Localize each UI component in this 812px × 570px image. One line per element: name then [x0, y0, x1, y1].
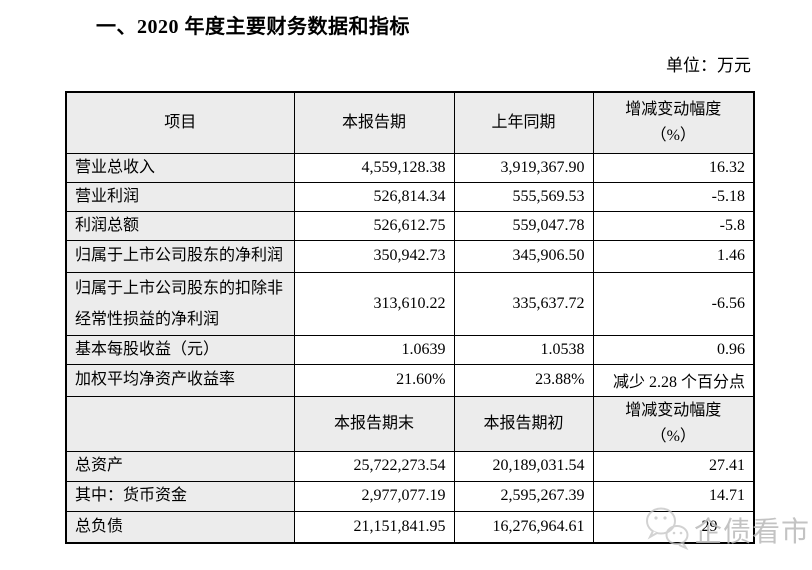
current-value: 4,559,128.38 — [293, 152, 455, 183]
col-header-change: 增减变动幅度 （%） — [592, 395, 755, 452]
col-header-change: 增减变动幅度 （%） — [592, 91, 755, 154]
change-value: 0.96 — [592, 334, 755, 365]
change-value: -5.18 — [592, 181, 755, 212]
prior-value: 559,047.78 — [453, 210, 594, 241]
prior-value: 555,569.53 — [453, 181, 594, 212]
table-row: 总负债 21,151,841.95 16,276,964.61 29 — [65, 510, 755, 544]
table-row: 加权平均净资产收益率 21.60% 23.88% 减少 2.28 个百分点 — [65, 363, 755, 397]
prior-value: 335,637.72 — [453, 271, 594, 336]
current-value: 526,814.34 — [293, 181, 455, 212]
col-header-current-period: 本报告期 — [293, 91, 455, 154]
row-label: 营业利润 — [65, 181, 295, 212]
prior-value: 1.0538 — [453, 334, 594, 365]
table-row: 营业总收入 4,559,128.38 3,919,367.90 16.32 — [65, 152, 755, 183]
table-header-row-balance: 本报告期末 本报告期初 增减变动幅度 （%） — [65, 395, 755, 452]
row-label: 基本每股收益（元） — [65, 334, 295, 365]
prior-value: 345,906.50 — [453, 239, 594, 273]
prior-value: 23.88% — [453, 363, 594, 397]
current-value: 313,610.22 — [293, 271, 455, 336]
change-value: 减少 2.28 个百分点 — [592, 363, 755, 397]
current-value: 21,151,841.95 — [293, 510, 455, 544]
prior-value: 3,919,367.90 — [453, 152, 594, 183]
col-header-change-line2: （%） — [650, 427, 696, 445]
change-value: 14.71 — [592, 480, 755, 512]
row-label: 加权平均净资产收益率 — [65, 363, 295, 397]
table-row: 利润总额 526,612.75 559,047.78 -5.8 — [65, 210, 755, 241]
row-label: 营业总收入 — [65, 152, 295, 183]
current-value: 2,977,077.19 — [293, 480, 455, 512]
row-label: 利润总额 — [65, 210, 295, 241]
table-header-row-period: 项目 本报告期 上年同期 增减变动幅度 （%） — [65, 91, 755, 154]
row-label: 归属于上市公司股东的净利润 — [65, 239, 295, 273]
change-value: 16.32 — [592, 152, 755, 183]
table-row: 总资产 25,722,273.54 20,189,031.54 27.41 — [65, 450, 755, 482]
unit-label: 单位：万元 — [666, 56, 751, 75]
col-header-item: 项目 — [65, 91, 295, 154]
change-value: 27.41 — [592, 450, 755, 482]
col-header-item-empty — [65, 395, 295, 452]
current-value: 350,942.73 — [293, 239, 455, 273]
prior-value: 16,276,964.61 — [453, 510, 594, 544]
col-header-change-line1: 增减变动幅度 — [625, 401, 722, 419]
col-header-period-end: 本报告期末 — [293, 395, 455, 452]
prior-value: 20,189,031.54 — [453, 450, 594, 482]
row-label: 总资产 — [65, 450, 295, 482]
row-label: 总负债 — [65, 510, 295, 544]
table-row: 其中：货币资金 2,977,077.19 2,595,267.39 14.71 — [65, 480, 755, 512]
table-row: 归属于上市公司股东的扣除非经常性损益的净利润 313,610.22 335,63… — [65, 271, 755, 336]
col-header-prior-period: 上年同期 — [453, 91, 594, 154]
table-row: 基本每股收益（元） 1.0639 1.0538 0.96 — [65, 334, 755, 365]
prior-value: 2,595,267.39 — [453, 480, 594, 512]
change-value: 29 — [592, 510, 755, 544]
current-value: 21.60% — [293, 363, 455, 397]
row-label: 归属于上市公司股东的扣除非经常性损益的净利润 — [65, 271, 295, 336]
current-value: 1.0639 — [293, 334, 455, 365]
document-page: 一、2020 年度主要财务数据和指标 单位：万元 项目 本报告期 上年同期 增减… — [65, 10, 755, 544]
row-label: 其中：货币资金 — [65, 480, 295, 512]
table-row: 归属于上市公司股东的净利润 350,942.73 345,906.50 1.46 — [65, 239, 755, 273]
change-value: 1.46 — [592, 239, 755, 273]
change-value: -6.56 — [592, 271, 755, 336]
col-header-change-line2: （%） — [650, 126, 696, 144]
current-value: 526,612.75 — [293, 210, 455, 241]
col-header-period-begin: 本报告期初 — [453, 395, 594, 452]
change-value: -5.8 — [592, 210, 755, 241]
current-value: 25,722,273.54 — [293, 450, 455, 482]
col-header-change-line1: 增减变动幅度 — [625, 100, 722, 118]
financial-indicators-table: 项目 本报告期 上年同期 增减变动幅度 （%） 营业总收入 4,559,128.… — [65, 91, 755, 544]
page-title: 一、2020 年度主要财务数据和指标 — [96, 16, 410, 38]
table-row: 营业利润 526,814.34 555,569.53 -5.18 — [65, 181, 755, 212]
